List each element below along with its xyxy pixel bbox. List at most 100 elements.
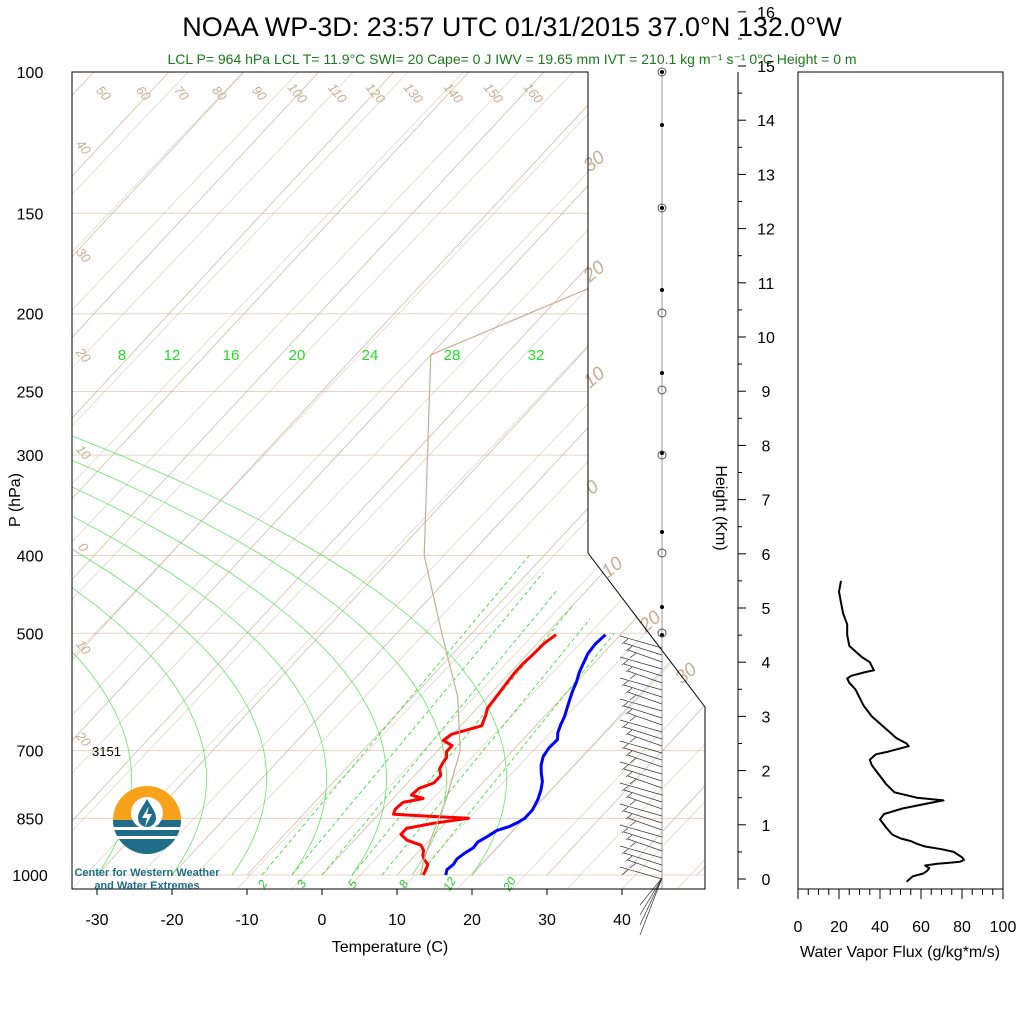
pressure-tick-label: 1000 xyxy=(12,868,48,885)
dry-adiabat-line xyxy=(952,72,1024,889)
wind-barb xyxy=(619,782,663,796)
wind-barb-flag xyxy=(629,820,637,827)
isotherm-line xyxy=(72,72,695,876)
pressure-tick-label: 100 xyxy=(17,65,44,82)
wind-level-dot xyxy=(660,206,664,210)
pressure-tick-label: 400 xyxy=(17,548,44,565)
height-tick-label: 9 xyxy=(762,384,771,401)
flux-x-label: Water Vapor Flux (g/kg*m/s) xyxy=(800,944,1000,961)
logo-wave-2 xyxy=(116,836,178,839)
dry-adiabat-line xyxy=(72,72,354,889)
mixing-ratio-top-label: 28 xyxy=(444,347,461,364)
series-dewpoint-line xyxy=(444,633,607,876)
moist-adiabat-line xyxy=(72,346,267,876)
dry-adiabat-line xyxy=(1007,72,1024,889)
dry-adiabat-line xyxy=(72,72,705,889)
wind-barb-flag xyxy=(629,778,637,785)
isotherm-label: 80 xyxy=(209,83,230,104)
logo-text-line2: and Water Extremes xyxy=(94,880,199,892)
mixing-ratio-top-label: 24 xyxy=(362,347,379,364)
wind-barb xyxy=(619,719,663,733)
dry-adiabat-line xyxy=(897,72,1024,889)
height-tick-label: 6 xyxy=(762,547,771,564)
chart-subtitle: LCL P= 964 hPa LCL T= 11.9°C SWI= 20 Cap… xyxy=(167,51,856,67)
mixing-ratio-top-label: 12 xyxy=(164,347,181,364)
wind-barb-flag xyxy=(629,841,637,848)
moist-adiabat-line xyxy=(72,346,387,876)
wind-barb-flag xyxy=(621,659,629,666)
wind-level-dot xyxy=(660,451,664,455)
wind-barb xyxy=(627,859,663,873)
wind-level-circle xyxy=(657,67,667,77)
dry-adiabat-line xyxy=(842,72,1024,889)
wind-barb-surface xyxy=(639,877,663,906)
wind-barb-flag xyxy=(621,848,629,855)
mixing-ratio-line xyxy=(381,618,591,876)
cw3e-logo: Center for Western Weather and Water Ext… xyxy=(74,786,220,892)
wind-barb-surface xyxy=(639,877,663,936)
isotherm-label: 110 xyxy=(325,80,350,106)
wind-barb-flag xyxy=(629,736,637,743)
right-adiabat-label: 10 xyxy=(580,363,610,393)
isotherm-line xyxy=(72,72,320,876)
wind-level-dot xyxy=(660,288,664,292)
mixing-ratio-bottom-label: 12 xyxy=(440,874,459,893)
flux-panel-frame xyxy=(797,71,1004,890)
wind-barb-flag xyxy=(621,764,629,771)
height-tick-label: 12 xyxy=(757,222,775,239)
mixing-ratio-line xyxy=(351,603,575,876)
wind-barb xyxy=(623,705,663,719)
wind-barb xyxy=(623,789,663,803)
height-tick-label: 10 xyxy=(757,330,775,347)
skew-t-frame xyxy=(71,71,706,890)
isotherm-line xyxy=(621,72,705,876)
wind-barb xyxy=(619,698,663,712)
wind-barb-flag xyxy=(625,750,633,757)
wind-barb-flag xyxy=(629,652,637,659)
pressure-tick-label: 200 xyxy=(17,307,44,324)
dry-adiabat-line xyxy=(181,72,705,889)
flux-tick-label: 40 xyxy=(871,919,889,936)
mixing-ratio-line xyxy=(321,588,559,876)
dry-adiabat-line xyxy=(511,72,705,889)
isotherm-label: 50 xyxy=(93,83,114,104)
wind-barb-flag xyxy=(621,680,629,687)
isotherm-line xyxy=(546,72,705,876)
dry-adiabat-line xyxy=(126,72,705,889)
isotherm-label: 70 xyxy=(171,83,192,104)
mixing-ratio-top-label: 16 xyxy=(223,347,240,364)
right-adiabat-label: 10 xyxy=(598,553,628,583)
wind-barb-flag xyxy=(629,715,637,722)
wind-barb-flag xyxy=(625,645,633,652)
moist-adiabat-line xyxy=(72,346,447,876)
temperature-tick-label: -10 xyxy=(235,912,258,929)
wind-level-circle xyxy=(657,385,667,395)
wind-barb xyxy=(619,740,663,754)
wind-barb xyxy=(627,817,663,831)
left-adiabat-label: 40 xyxy=(73,137,94,158)
pressure-tick-label: 300 xyxy=(17,448,44,465)
left-adiabat-label: 20 xyxy=(72,344,94,366)
dry-adiabat-line xyxy=(72,72,519,889)
pressure-tick-label: 150 xyxy=(17,206,44,223)
wind-level-circle xyxy=(657,548,667,558)
height-tick-label: 7 xyxy=(762,493,771,510)
isotherm-label: 90 xyxy=(249,83,270,104)
moist-adiabat-line xyxy=(72,346,132,876)
dry-adiabat-line xyxy=(236,72,705,889)
isotherm-label: 120 xyxy=(363,80,389,107)
mixing-ratio-line xyxy=(419,633,615,876)
isotherm-line xyxy=(696,72,705,876)
temperature-tick-label: 40 xyxy=(613,912,631,929)
moist-adiabat-line xyxy=(72,346,507,876)
wind-barb-flag xyxy=(629,673,637,680)
mixing-ratio-line xyxy=(291,572,544,876)
wind-barb-flag xyxy=(629,694,637,701)
height-tick-label: 14 xyxy=(757,113,775,130)
isotherm-line xyxy=(72,72,245,876)
wind-barb xyxy=(627,754,663,768)
height-tick-label: 13 xyxy=(757,167,775,184)
temperature-tick-label: 20 xyxy=(463,912,481,929)
logo-bolt-icon xyxy=(142,806,152,827)
